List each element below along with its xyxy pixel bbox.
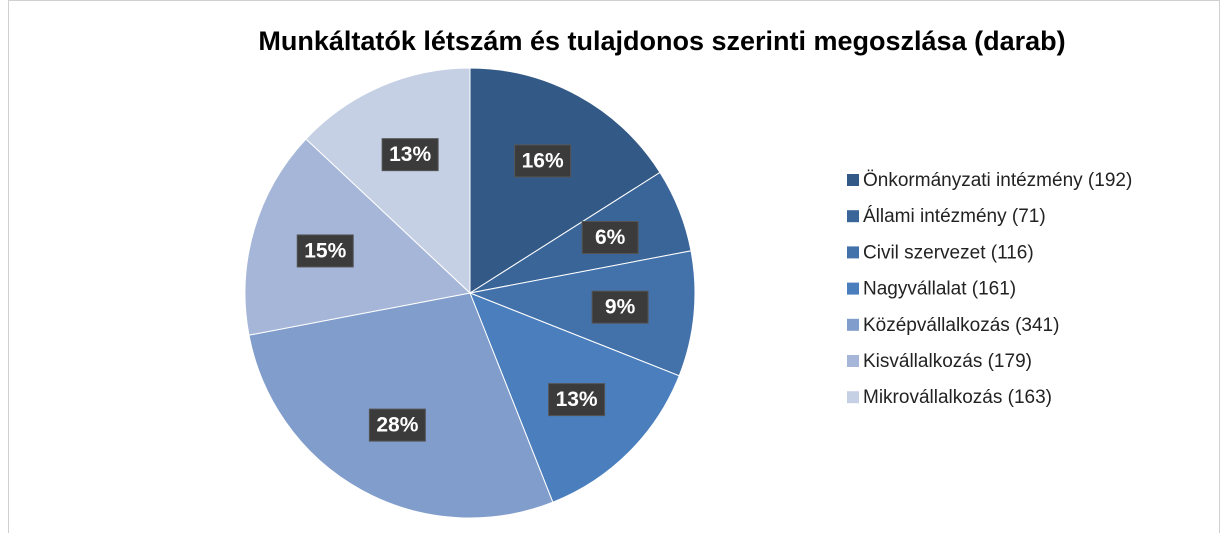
data-label-box [381, 138, 439, 172]
pie-slice [248, 292, 554, 519]
data-label: 15% [304, 239, 346, 262]
legend-swatch [847, 282, 859, 295]
legend-label: Állami intézmény (71) [863, 206, 1046, 227]
data-label: 6% [595, 226, 626, 249]
data-label: 13% [556, 388, 598, 411]
data-label: 16% [522, 149, 564, 172]
data-label-box [548, 383, 606, 417]
pie-slice [305, 67, 471, 295]
legend-swatch [847, 174, 859, 186]
pie-slice [469, 67, 661, 294]
legend-label: Középvállalkozás (341) [863, 315, 1059, 336]
legend-swatch [847, 391, 859, 404]
pie-slice [244, 138, 472, 336]
legend-swatch [847, 210, 859, 223]
legend-label: Kisvállalkozás (179) [863, 351, 1032, 372]
data-label-box [514, 144, 572, 178]
data-label: 9% [605, 296, 636, 319]
legend-label: Önkormányzati intézmény (192) [863, 170, 1132, 191]
legend-swatch [847, 318, 859, 331]
data-label-box [581, 221, 639, 255]
legend-swatch [847, 355, 859, 367]
data-label: 13% [389, 143, 431, 166]
data-label-box [591, 290, 649, 324]
data-label-box [296, 234, 354, 268]
pie-slice [468, 250, 696, 377]
legend-label: Mikrovállalkozás (163) [863, 387, 1052, 408]
data-label: 28% [376, 414, 418, 437]
chart-title: Munkáltatók létszám és tulajdonos szerin… [258, 26, 1065, 56]
legend-swatch [847, 246, 859, 259]
legend-label: Nagyvállalat (161) [863, 279, 1016, 300]
data-label-box [368, 408, 426, 442]
legend-label: Civil szervezet (116) [863, 242, 1034, 263]
